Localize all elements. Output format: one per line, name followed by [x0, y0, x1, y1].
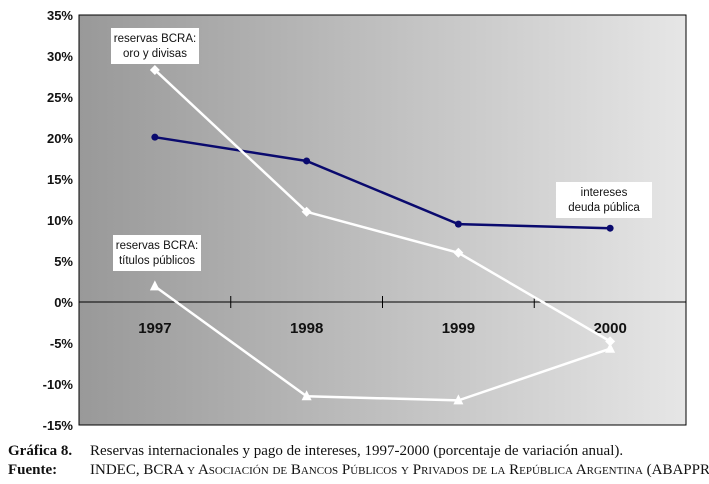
series-line	[154, 135, 611, 230]
plot-area	[78, 14, 687, 426]
x-tick-label: 1997	[138, 320, 171, 337]
y-tick-label: 30%	[47, 49, 73, 64]
caption-text: Reservas internacionales y pago de inter…	[90, 443, 624, 459]
y-tick-label: 25%	[47, 90, 73, 105]
line-chart: 35% 30% 25% 20% 15% 10% 5% 0% -5% -10% -15% 1997 199…	[43, 8, 687, 430]
source-label: Fuente:	[8, 462, 58, 478]
y-tick-label: -15%	[43, 418, 74, 430]
x-tick-label: 2000	[593, 320, 626, 337]
series-line	[154, 69, 611, 343]
source-text: INDEC, BCRA y Asociación de Bancos Públi…	[90, 462, 709, 478]
y-tick-label: 5%	[54, 254, 73, 269]
series-label: reservas BCRA:	[114, 33, 196, 45]
y-tick-label: 15%	[47, 172, 73, 187]
caption-label: Gráfica 8.	[8, 443, 73, 459]
data-point	[149, 280, 160, 291]
series-label: oro y divisas	[123, 48, 187, 60]
y-tick-label: 20%	[47, 131, 73, 146]
y-tick-label: 35%	[47, 8, 73, 23]
y-tick-label: -10%	[43, 377, 74, 392]
data-point	[453, 394, 464, 405]
series-label-box	[113, 235, 201, 271]
x-tick-label: 1999	[442, 320, 475, 337]
series-label: deuda pública	[568, 202, 640, 214]
y-tick-label: -5%	[50, 336, 74, 351]
data-point	[453, 247, 464, 258]
figure-source: Fuente: INDEC, BCRA y Asociación de Banco…	[8, 462, 709, 479]
data-point	[606, 224, 614, 232]
data-point	[303, 157, 311, 165]
data-point	[454, 220, 462, 228]
series-label: intereses	[581, 187, 628, 199]
x-tick-label: 1998	[290, 320, 323, 337]
data-point	[605, 342, 616, 353]
figure-caption: Gráfica 8. Reservas internacionales y pag…	[8, 443, 623, 460]
data-point	[301, 206, 312, 217]
series-line	[154, 285, 611, 402]
y-tick-label: 0%	[54, 295, 73, 310]
series-label-box	[111, 28, 199, 64]
series-label-box	[556, 182, 652, 218]
data-point	[149, 64, 160, 75]
y-tick-label: 10%	[47, 213, 73, 228]
data-point	[605, 336, 616, 347]
data-point	[301, 390, 312, 401]
series-label: reservas BCRA:	[116, 240, 198, 252]
data-point	[151, 133, 159, 141]
series-label: títulos públicos	[119, 255, 195, 267]
